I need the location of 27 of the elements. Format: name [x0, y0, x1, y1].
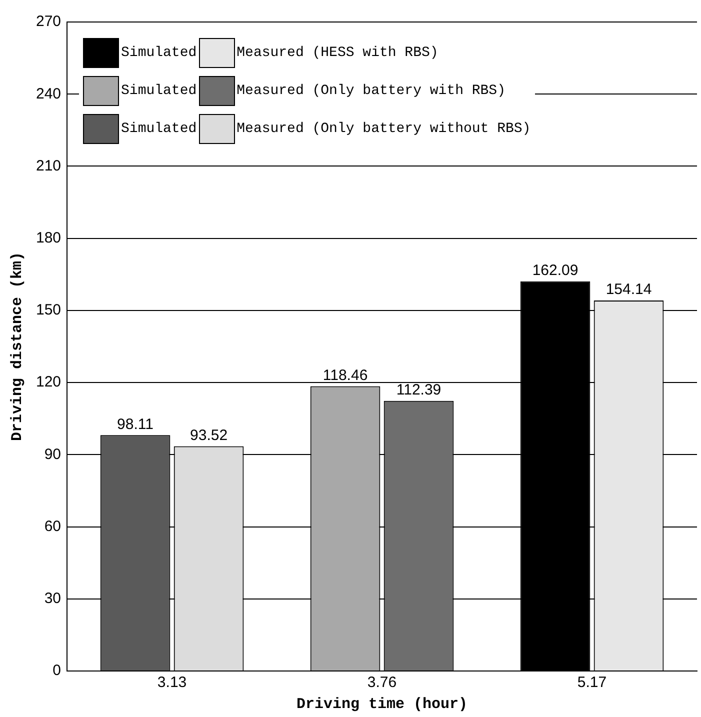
y-tick-label: 150 [36, 302, 62, 319]
y-tick-label: 240 [36, 85, 62, 102]
x-tick-label: 5.17 [577, 674, 607, 692]
x-axis-title: Driving time (hour) [296, 696, 468, 713]
legend-label: Measured (HESS with RBS) [236, 45, 438, 61]
legend-label: Simulated [121, 83, 197, 99]
legend-label: Measured (Only battery without RBS) [236, 121, 531, 137]
x-tick-label: 3.13 [157, 674, 187, 692]
y-tick-label: 60 [44, 518, 62, 535]
data-label: 93.52 [190, 426, 228, 444]
data-label: 112.39 [396, 381, 442, 398]
legend-label: Simulated [121, 45, 197, 61]
y-tick-label: 0 [52, 662, 62, 680]
y-tick-label: 30 [44, 590, 62, 608]
y-tick-label: 270 [36, 13, 62, 30]
data-label: 118.46 [322, 366, 368, 384]
x-tick-label: 3.76 [367, 674, 397, 692]
legend-label: Simulated [121, 121, 197, 137]
data-label: 154.14 [606, 281, 652, 298]
data-label: 98.11 [117, 416, 154, 433]
y-tick-label: 90 [44, 446, 62, 463]
data-label: 162.09 [532, 262, 578, 280]
y-tick-label: 180 [36, 229, 62, 246]
legend-label: Measured (Only battery with RBS) [236, 83, 506, 99]
y-tick-label: 120 [36, 374, 62, 391]
y-axis-title: Driving distance (km) [8, 252, 26, 442]
y-tick-label: 210 [36, 157, 62, 174]
